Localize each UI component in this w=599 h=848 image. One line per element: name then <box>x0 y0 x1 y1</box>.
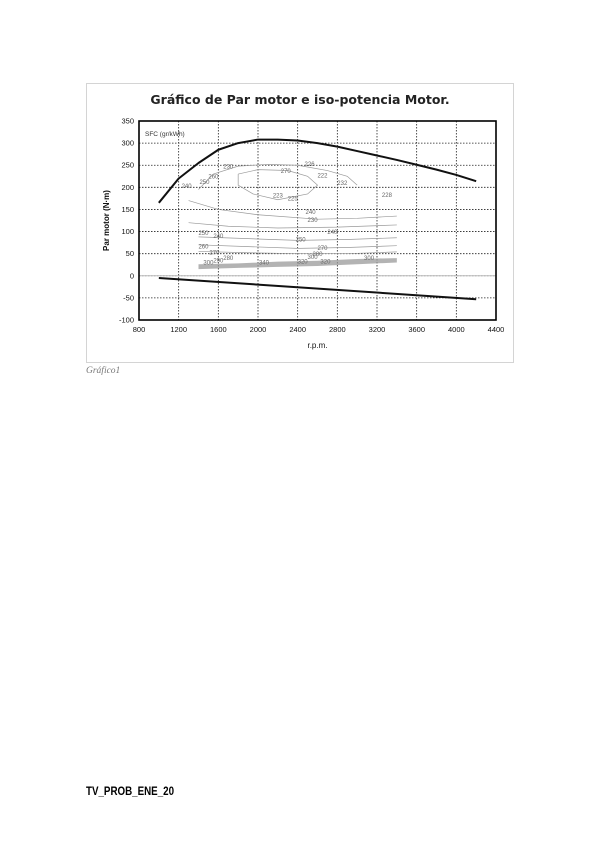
sfc-contour-label: 230 <box>308 218 319 224</box>
x-tick-label: 800 <box>133 325 146 334</box>
sfc-contour-label: 226 <box>305 162 316 168</box>
y-tick-label: 150 <box>121 205 134 214</box>
sfc-contour-line <box>237 169 319 201</box>
sfc-contour-label: 230 <box>223 164 234 170</box>
sfc-contour-line <box>188 200 397 220</box>
sfc-contour-line <box>198 236 397 241</box>
x-tick-label: 1600 <box>210 325 227 334</box>
sfc-contour-label: 240 <box>306 210 317 216</box>
sfc-contour-label: 240 <box>327 230 338 236</box>
sfc-contour-label: 225 <box>288 197 299 203</box>
y-tick-label: 100 <box>121 227 134 236</box>
y-tick-label: -50 <box>123 293 134 302</box>
y-tick-label: 350 <box>121 117 134 126</box>
sfc-contour-label: 240 <box>213 234 224 240</box>
sfc-contour-label: 250 <box>198 231 209 237</box>
sfc-contour-label: 300 <box>308 255 319 261</box>
sfc-contour-label: 320 <box>298 259 309 265</box>
sfc-contour-line <box>198 244 397 249</box>
x-tick-label: 3200 <box>369 325 386 334</box>
y-tick-label: -100 <box>119 316 134 325</box>
y-tick-label: 250 <box>121 161 134 170</box>
plot-area <box>139 121 496 320</box>
x-tick-label: 2800 <box>329 325 346 334</box>
sfc-contour-label: 280 <box>312 252 323 258</box>
y-tick-label: 0 <box>130 271 134 280</box>
figure-caption: Gráfico1 <box>86 366 121 376</box>
x-tick-label: 2400 <box>289 325 306 334</box>
full-load-torque-line <box>158 138 477 204</box>
sfc-contour-label: 340 <box>259 260 270 266</box>
sfc-contour-label: 270 <box>317 246 328 252</box>
torque-chart: 2302402502602702262222232252322282302402… <box>102 117 505 351</box>
document-code: TV_PROB_ENE_20 <box>86 786 175 798</box>
sfc-contour-line <box>198 163 358 190</box>
sfc-contour-label: 260 <box>208 174 219 180</box>
y-tick-label: 200 <box>121 183 134 192</box>
y-axis-label: Par motor (N·m) <box>102 190 111 251</box>
sfc-contour-label: 250 <box>296 238 307 244</box>
x-tick-label: 1200 <box>170 325 187 334</box>
sfc-contour-label: 260 <box>198 244 209 250</box>
sfc-contour-line <box>188 222 397 229</box>
sfc-contour-label: 300 <box>203 260 214 266</box>
motoring-torque-line <box>158 276 477 301</box>
x-tick-label: 4000 <box>448 325 465 334</box>
chart-container: Gráfico de Par motor e iso-potencia Moto… <box>86 83 514 363</box>
sfc-contour-label: 270 <box>209 251 220 257</box>
sfc-contour-label: 290 <box>213 259 224 265</box>
sfc-contour-label: 232 <box>337 181 348 187</box>
sfc-contour-line <box>198 251 397 255</box>
sfc-contour-label: 280 <box>223 256 234 262</box>
sfc-contour-label: 228 <box>382 193 393 199</box>
x-tick-label: 2000 <box>250 325 267 334</box>
sfc-contour-label: 300 <box>364 256 375 262</box>
x-tick-label: 4400 <box>488 325 505 334</box>
sfc-contour-label: 240 <box>182 184 193 190</box>
sfc-legend-label: SFC (gr/kWh) <box>145 131 185 138</box>
x-axis-label: r.p.m. <box>307 341 327 350</box>
y-tick-label: 300 <box>121 139 134 148</box>
sfc-contour-label: 223 <box>273 194 284 200</box>
sfc-contour-label: 250 <box>199 180 210 186</box>
y-tick-label: 50 <box>126 249 134 258</box>
x-tick-label: 3600 <box>408 325 425 334</box>
sfc-contour-label: 222 <box>317 174 328 180</box>
sfc-contour-band <box>198 258 397 270</box>
plot-border <box>138 120 497 321</box>
sfc-contour-label: 320 <box>320 259 331 265</box>
sfc-contour-label: 270 <box>281 169 292 175</box>
chart-title: Gráfico de Par motor e iso-potencia Moto… <box>150 92 450 107</box>
